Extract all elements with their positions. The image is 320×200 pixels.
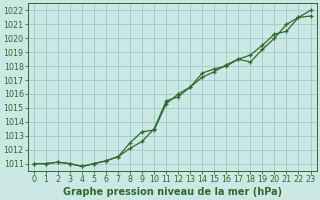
X-axis label: Graphe pression niveau de la mer (hPa): Graphe pression niveau de la mer (hPa) xyxy=(63,187,282,197)
